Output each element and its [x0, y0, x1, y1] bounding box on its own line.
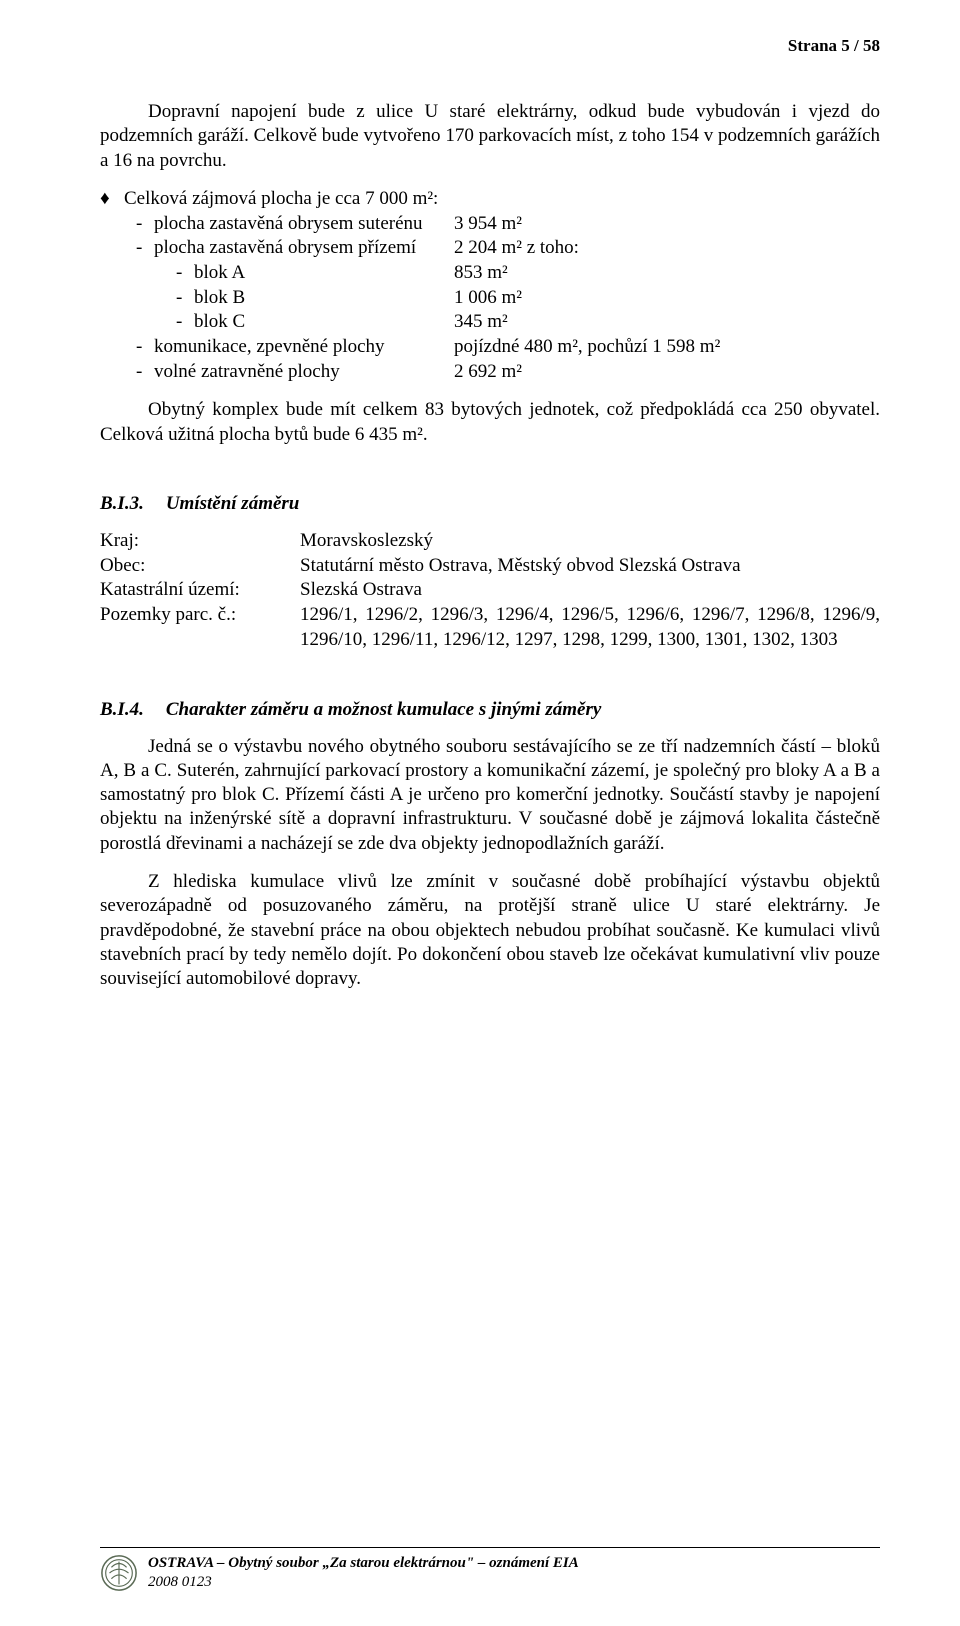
- kv-row: Pozemky parc. č.: 1296/1, 1296/2, 1296/3…: [100, 603, 880, 652]
- footer-text: OSTRAVA – Obytný soubor „Za starou elekt…: [148, 1554, 579, 1592]
- section-b13-title: B.I.3. Umístění záměru: [100, 493, 880, 515]
- area-subvalue: 853 m²: [454, 261, 880, 286]
- kv-value: Moravskoslezský: [300, 529, 880, 554]
- section-b14-title: B.I.4. Charakter záměru a možnost kumulac…: [100, 699, 880, 721]
- area-label: komunikace, zpevněné plochy: [154, 335, 454, 360]
- page-footer: OSTRAVA – Obytný soubor „Za starou elekt…: [100, 1547, 880, 1592]
- diamond-icon: ♦: [100, 187, 124, 212]
- section-heading: Umístění záměru: [166, 493, 300, 514]
- section-number: B.I.4.: [100, 699, 144, 720]
- area-sublabel: blok A: [194, 261, 454, 286]
- footer-line-2: 2008 0123: [148, 1573, 579, 1592]
- kv-key: Kraj:: [100, 529, 300, 554]
- area-value: 2 692 m²: [454, 360, 880, 385]
- kv-value: Slezská Ostrava: [300, 578, 880, 603]
- kv-key: Pozemky parc. č.:: [100, 603, 300, 652]
- area-value: 2 204 m² z toho:: [454, 236, 880, 261]
- area-label: plocha zastavěná obrysem suterénu: [154, 212, 454, 237]
- section-number: B.I.3.: [100, 493, 144, 514]
- area-row: - komunikace, zpevněné plochy pojízdné 4…: [100, 335, 880, 360]
- kv-key: Katastrální území:: [100, 578, 300, 603]
- area-subvalue: 345 m²: [454, 310, 880, 335]
- area-subrow: - blok B 1 006 m²: [100, 286, 880, 311]
- area-subrow: - blok C 345 m²: [100, 310, 880, 335]
- area-subrow: - blok A 853 m²: [100, 261, 880, 286]
- dash-icon: -: [176, 261, 194, 286]
- b14-paragraph-2: Z hlediska kumulace vlivů lze zmínit v s…: [100, 870, 880, 992]
- area-label: plocha zastavěná obrysem přízemí: [154, 236, 454, 261]
- area-label: volné zatravněné plochy: [154, 360, 454, 385]
- intro-paragraph: Dopravní napojení bude z ulice U staré e…: [100, 100, 880, 173]
- area-sublabel: blok C: [194, 310, 454, 335]
- area-value: pojízdné 480 m², pochůzí 1 598 m²: [454, 335, 880, 360]
- page-number: Strana 5 / 58: [100, 36, 880, 56]
- dash-icon: -: [176, 310, 194, 335]
- footer-line-1: OSTRAVA – Obytný soubor „Za starou elekt…: [148, 1554, 579, 1573]
- dash-icon: -: [136, 360, 154, 385]
- area-subvalue: 1 006 m²: [454, 286, 880, 311]
- area-sublabel: blok B: [194, 286, 454, 311]
- summary-paragraph: Obytný komplex bude mít celkem 83 bytový…: [100, 398, 880, 447]
- kv-value: 1296/1, 1296/2, 1296/3, 1296/4, 1296/5, …: [300, 603, 880, 652]
- section-heading: Charakter záměru a možnost kumulace s ji…: [166, 699, 601, 720]
- dash-icon: -: [176, 286, 194, 311]
- page: Strana 5 / 58 Dopravní napojení bude z u…: [0, 0, 960, 1626]
- footer-logo-icon: [100, 1554, 138, 1592]
- kv-key: Obec:: [100, 554, 300, 579]
- area-row: - plocha zastavěná obrysem přízemí 2 204…: [100, 236, 880, 261]
- kv-row: Kraj: Moravskoslezský: [100, 529, 880, 554]
- kv-value: Statutární město Ostrava, Městský obvod …: [300, 554, 880, 579]
- area-bullet: ♦ Celková zájmová plocha je cca 7 000 m²…: [100, 187, 880, 212]
- kv-row: Obec: Statutární město Ostrava, Městský …: [100, 554, 880, 579]
- kv-row: Katastrální území: Slezská Ostrava: [100, 578, 880, 603]
- area-row: - plocha zastavěná obrysem suterénu 3 95…: [100, 212, 880, 237]
- area-row: - volné zatravněné plochy 2 692 m²: [100, 360, 880, 385]
- b14-paragraph-1: Jedná se o výstavbu nového obytného soub…: [100, 735, 880, 857]
- dash-icon: -: [136, 236, 154, 261]
- area-list: - plocha zastavěná obrysem suterénu 3 95…: [100, 212, 880, 385]
- area-value: 3 954 m²: [454, 212, 880, 237]
- dash-icon: -: [136, 212, 154, 237]
- dash-icon: -: [136, 335, 154, 360]
- area-lead: Celková zájmová plocha je cca 7 000 m²:: [124, 187, 880, 212]
